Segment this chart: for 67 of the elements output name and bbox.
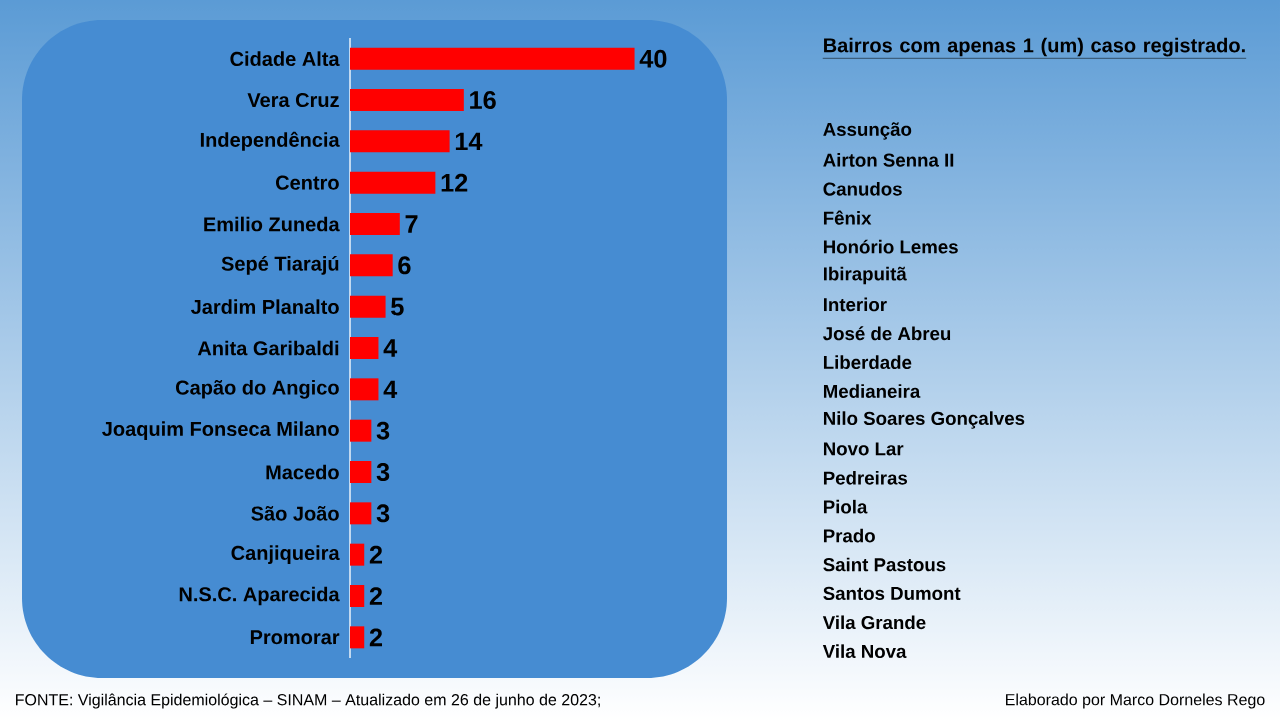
- bar: [350, 254, 393, 277]
- text: Vila Grande: [822, 615, 926, 630]
- text: Piola: [823, 499, 868, 514]
- y-tick-label: Centro: [275, 175, 339, 190]
- text: José de Abreu: [823, 326, 951, 341]
- text: Assunção: [823, 122, 912, 140]
- bar: [350, 461, 372, 484]
- y-tick-label: Anita Garibaldi: [197, 340, 339, 356]
- y-tick-label: Vera Cruz: [247, 92, 339, 108]
- y-tick-label: Promorar: [250, 630, 340, 645]
- y-tick-label: Sepé Tiarajú: [221, 255, 339, 275]
- bar: [350, 213, 400, 235]
- text: Santos Dumont: [823, 586, 961, 601]
- text: Saint Pastous: [823, 557, 946, 572]
- y-tick-label: São João: [251, 506, 339, 521]
- text: Elaborado por Marco Dorneles Rego: [1006, 693, 1265, 709]
- data-label: 2: [369, 587, 383, 605]
- data-label: 4: [383, 380, 398, 399]
- text: Prado: [823, 528, 875, 543]
- bar: [350, 47, 635, 70]
- data-label: 40: [639, 49, 667, 68]
- y-tick-label: Cidade Alta: [230, 51, 340, 66]
- y-tick-label: Joaquim Fonseca Milano: [102, 421, 339, 440]
- bar: [350, 130, 450, 153]
- data-label: 2: [369, 545, 383, 564]
- text: Bairros com apenas 1 (um) caso registrado.: [824, 37, 1245, 57]
- text: Airton Senna II: [823, 153, 954, 167]
- y-tick-label: Capão do Angico: [175, 379, 339, 399]
- data-label: 4: [383, 339, 398, 357]
- y-tick-label: N.S.C. Aparecida: [179, 586, 340, 606]
- y-tick-label: Independência: [200, 131, 340, 151]
- data-label: 16: [470, 91, 496, 109]
- bar: [350, 378, 379, 401]
- bar: [350, 585, 365, 608]
- text: Medianeira: [823, 384, 921, 398]
- text: Ibirapuitã: [823, 266, 907, 285]
- data-label: 3: [376, 421, 390, 440]
- text: Novo Lar: [823, 442, 904, 456]
- bar: [350, 502, 372, 525]
- text: Fênix: [823, 210, 872, 225]
- text: Canudos: [823, 181, 902, 196]
- bar: [350, 543, 365, 566]
- data-label: 3: [376, 463, 390, 481]
- y-tick-label: Macedo: [266, 464, 339, 480]
- text: Vila Nova: [822, 644, 907, 659]
- bar: [350, 419, 372, 442]
- y-tick-label: Jardim Planalto: [190, 299, 339, 315]
- text: Pedreiras: [823, 470, 908, 485]
- bar: [350, 295, 386, 318]
- text: Nilo Soares Gonçalves: [823, 411, 1025, 429]
- text: Interior: [823, 297, 887, 312]
- y-tick-label: Canjiqueira: [231, 545, 340, 564]
- bar: [350, 89, 464, 111]
- data-label: 14: [455, 132, 483, 151]
- bar: [350, 337, 379, 359]
- data-label: 5: [391, 297, 404, 316]
- bar: [350, 626, 365, 649]
- data-label: 6: [398, 256, 411, 275]
- data-label: 2: [369, 628, 383, 647]
- source-note: FONTE: Vigilância Epidemiológica – SINAM – Atualizado em 26 de junho de 2023;: [16, 693, 600, 709]
- text: Liberdade: [823, 355, 912, 370]
- data-label: 7: [405, 215, 418, 233]
- y-tick-label: Emilio Zuneda: [204, 216, 340, 232]
- data-label: 3: [376, 504, 390, 523]
- data-label: 12: [441, 173, 468, 192]
- bar: [350, 171, 436, 194]
- text: Honório Lemes: [823, 239, 958, 254]
